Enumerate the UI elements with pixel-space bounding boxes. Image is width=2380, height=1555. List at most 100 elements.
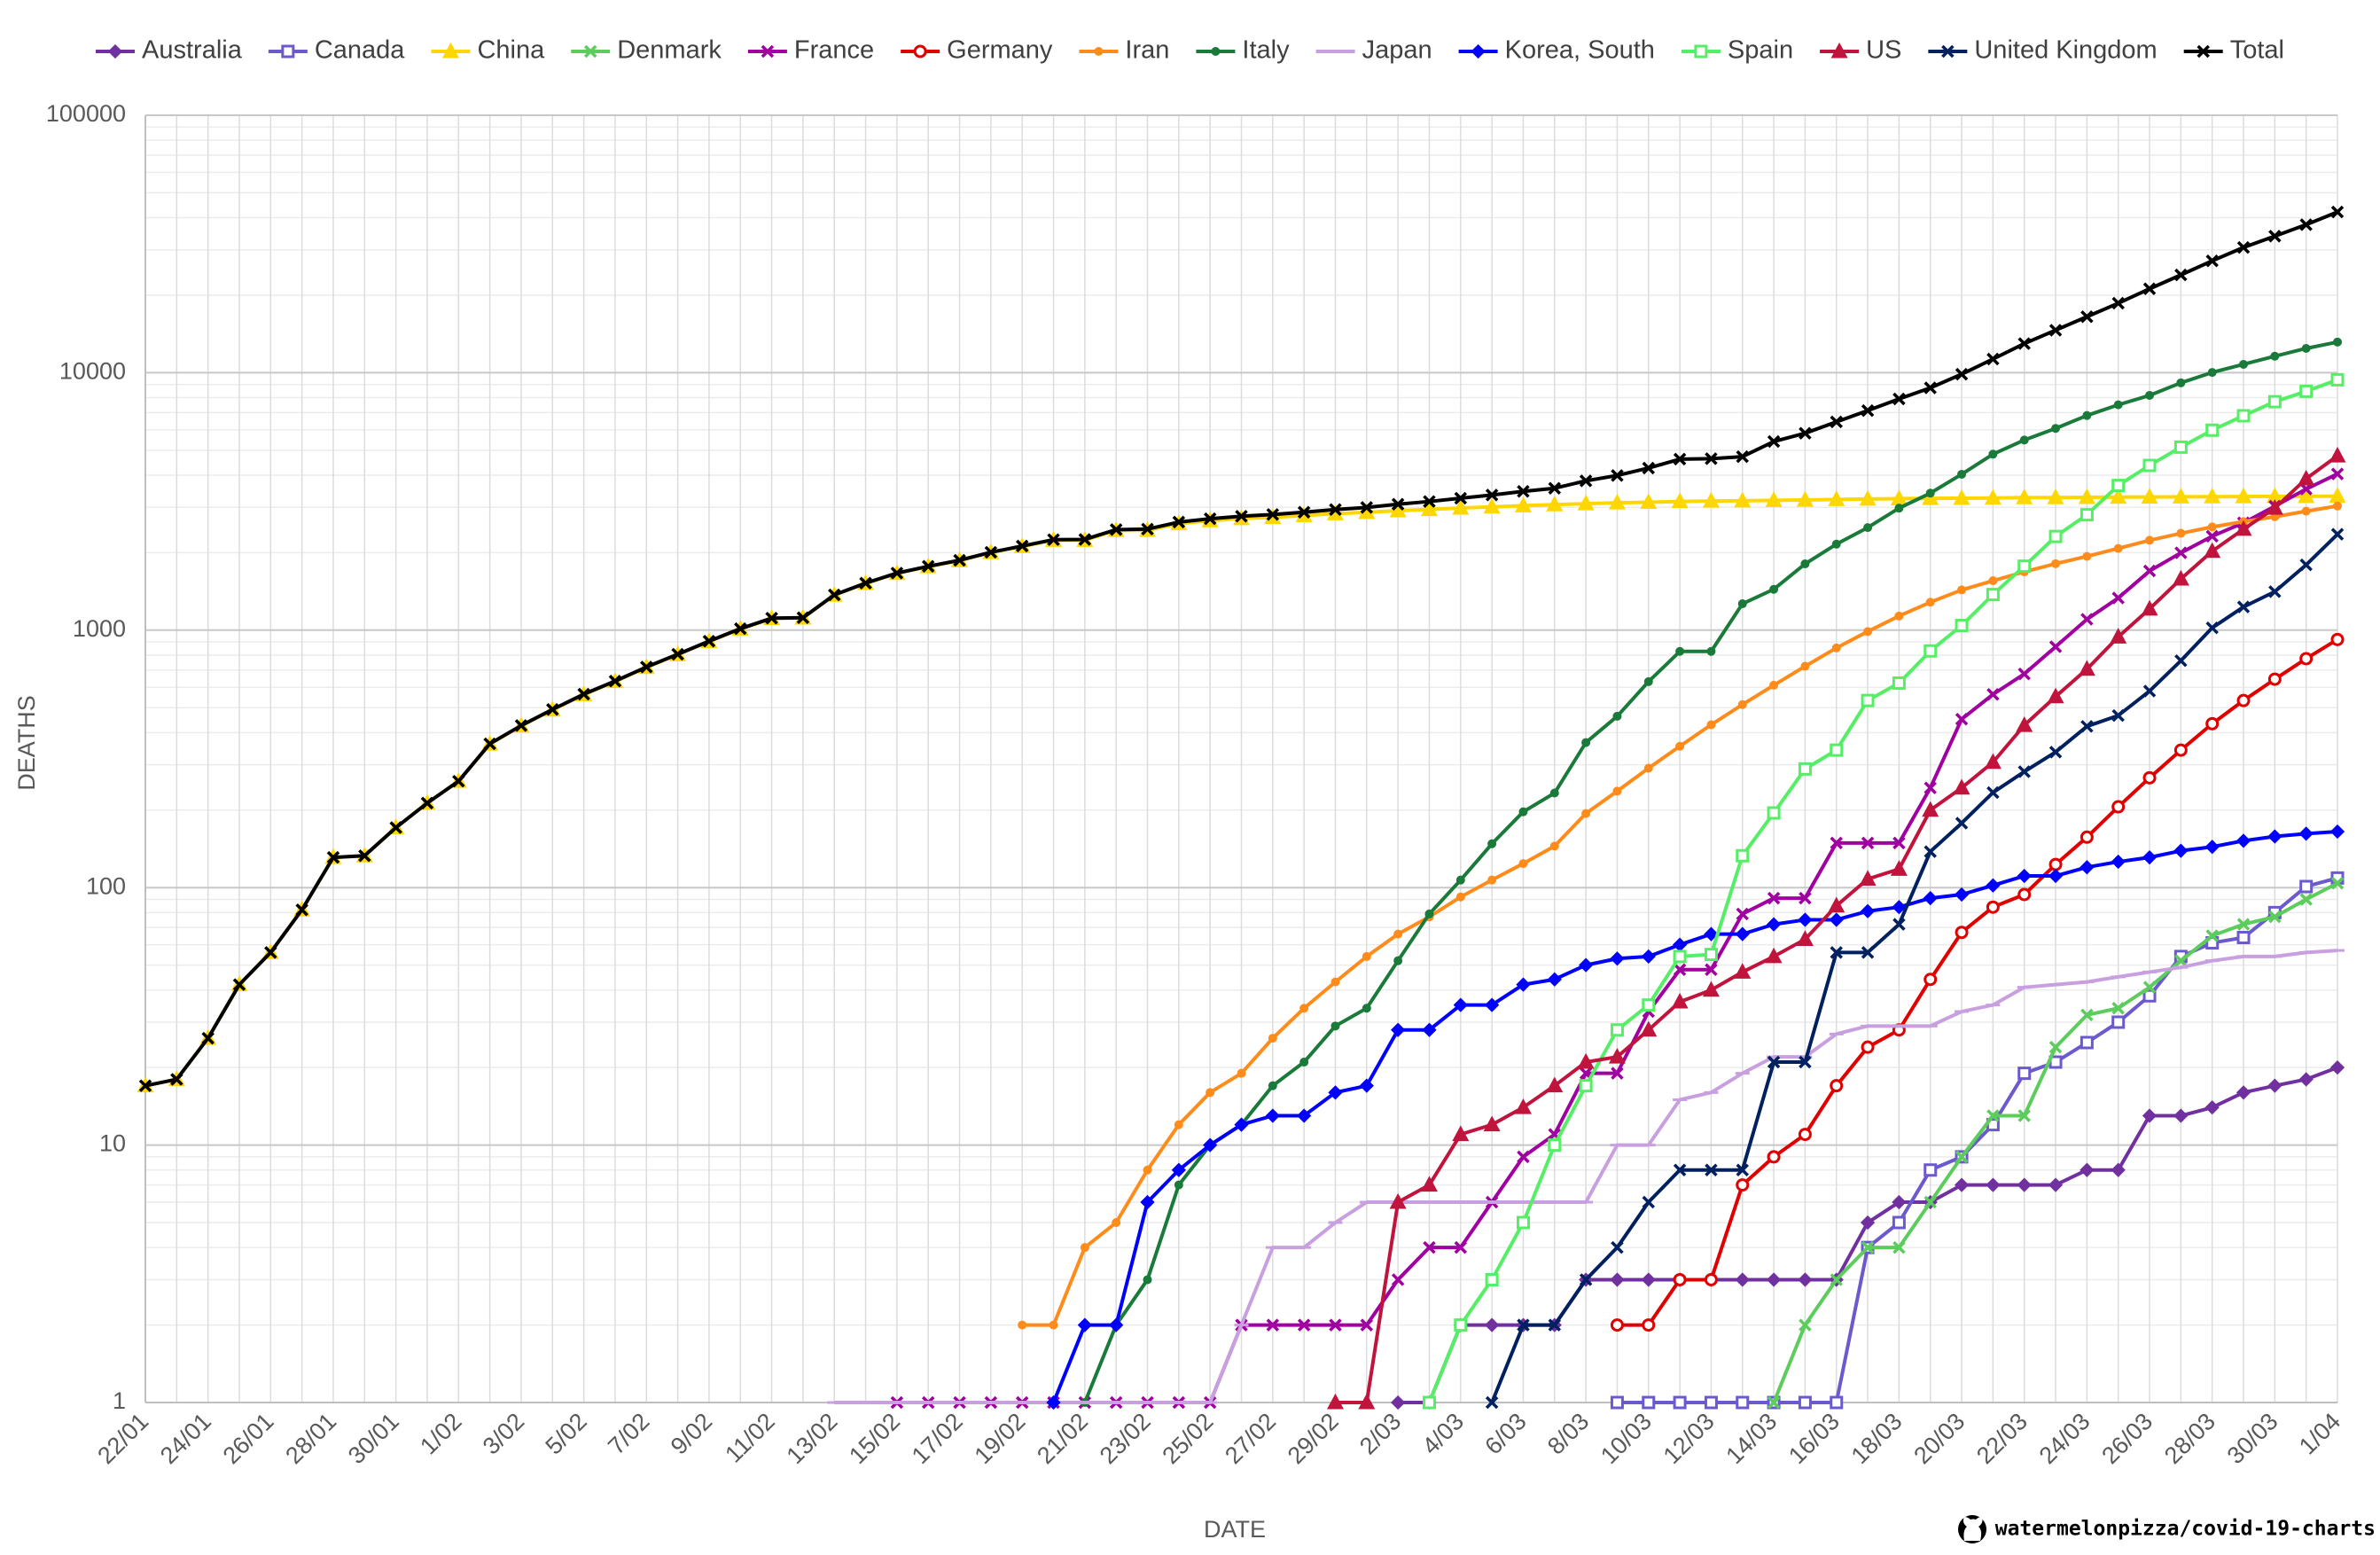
marker: [1174, 1180, 1183, 1190]
marker: [1830, 42, 1848, 59]
marker: [2017, 1109, 2031, 1122]
marker: [2267, 672, 2282, 686]
marker: [1611, 1067, 1624, 1080]
marker: [2329, 487, 2346, 504]
marker: [1206, 1088, 1215, 1098]
marker: [2172, 488, 2189, 504]
marker: [2298, 469, 2315, 486]
x-tick-label: 1/02: [415, 1408, 466, 1459]
marker: [1675, 741, 1685, 751]
source-label: watermelonpizza/covid-19-charts: [1995, 1518, 2376, 1541]
marker: [2017, 559, 2032, 574]
marker: [2080, 613, 2094, 626]
marker: [1485, 488, 1499, 502]
marker: [232, 978, 246, 991]
marker: [1955, 712, 1969, 726]
marker: [1234, 1117, 1249, 1132]
marker: [2330, 205, 2345, 219]
marker: [2205, 929, 2219, 942]
marker: [1078, 533, 1092, 546]
marker: [420, 796, 434, 810]
marker: [2051, 559, 2061, 568]
marker: [2299, 893, 2313, 906]
marker: [1109, 523, 1123, 536]
marker: [358, 848, 371, 863]
marker: [2080, 508, 2094, 522]
marker: [2266, 499, 2283, 515]
marker: [1203, 512, 1217, 526]
marker: [2197, 44, 2210, 59]
marker: [2205, 716, 2220, 731]
marker: [2110, 628, 2127, 644]
marker: [1549, 841, 1559, 851]
marker: [1579, 1273, 1593, 1286]
marker: [1487, 839, 1497, 848]
github-icon: [1958, 1515, 1986, 1543]
marker: [2111, 854, 2126, 870]
marker: [1516, 977, 1531, 992]
marker: [1796, 490, 1814, 507]
marker: [1299, 1004, 1309, 1013]
marker: [2142, 850, 2158, 865]
marker: [1925, 598, 1935, 607]
marker: [702, 635, 716, 648]
marker: [1861, 1240, 1875, 1254]
marker: [1922, 488, 1939, 505]
marker: [1546, 1076, 1564, 1093]
marker: [1955, 367, 1969, 381]
marker: [2141, 599, 2158, 616]
x-tick-label: 13/02: [782, 1408, 843, 1469]
marker: [1767, 434, 1781, 449]
marker: [2236, 930, 2251, 944]
marker: [1702, 492, 1720, 508]
marker: [1673, 949, 1687, 964]
marker: [1641, 949, 1656, 965]
marker: [1581, 809, 1591, 818]
x-tick-label: 3/02: [478, 1408, 529, 1459]
marker: [1924, 381, 1937, 395]
marker: [1049, 1320, 1058, 1330]
marker: [1483, 1115, 1501, 1132]
marker: [2082, 410, 2092, 420]
x-tick-label: 15/02: [844, 1408, 905, 1469]
marker: [1799, 891, 1812, 905]
marker: [2267, 1078, 2282, 1093]
marker: [264, 946, 277, 959]
marker: [1894, 611, 1904, 621]
marker: [1986, 900, 2000, 914]
x-tick-label: 26/03: [2096, 1408, 2158, 1469]
marker: [1892, 1240, 1906, 1254]
marker: [2111, 591, 2125, 605]
marker: [2204, 488, 2221, 504]
marker: [452, 774, 465, 788]
y-tick-label: 1: [113, 1387, 126, 1414]
marker: [1514, 496, 1532, 512]
marker: [2110, 488, 2127, 504]
marker: [1830, 1079, 1844, 1093]
marker: [1863, 523, 1873, 533]
marker: [2145, 535, 2155, 545]
marker: [2142, 1108, 2158, 1123]
x-tick-label: 30/01: [343, 1408, 404, 1469]
marker: [765, 612, 778, 625]
marker: [2330, 877, 2345, 890]
marker: [1955, 926, 1969, 940]
marker: [2051, 424, 2061, 434]
x-tick-label: 19/02: [969, 1408, 1030, 1469]
marker: [2080, 1035, 2094, 1050]
marker: [1892, 1215, 1906, 1230]
marker: [1705, 452, 1718, 465]
marker: [827, 588, 841, 602]
legend-label: US: [1866, 36, 1901, 65]
marker: [1018, 1320, 1027, 1330]
marker: [1329, 1318, 1342, 1332]
marker: [1640, 1020, 1658, 1037]
marker: [1704, 926, 1719, 942]
x-tick-label: 10/03: [1596, 1408, 1657, 1469]
x-tick-label: 7/02: [603, 1408, 654, 1459]
marker: [583, 44, 597, 59]
marker: [1706, 646, 1716, 656]
marker: [1642, 1395, 1656, 1410]
marker: [1830, 743, 1844, 757]
x-tick-label: 18/03: [1846, 1408, 1908, 1469]
